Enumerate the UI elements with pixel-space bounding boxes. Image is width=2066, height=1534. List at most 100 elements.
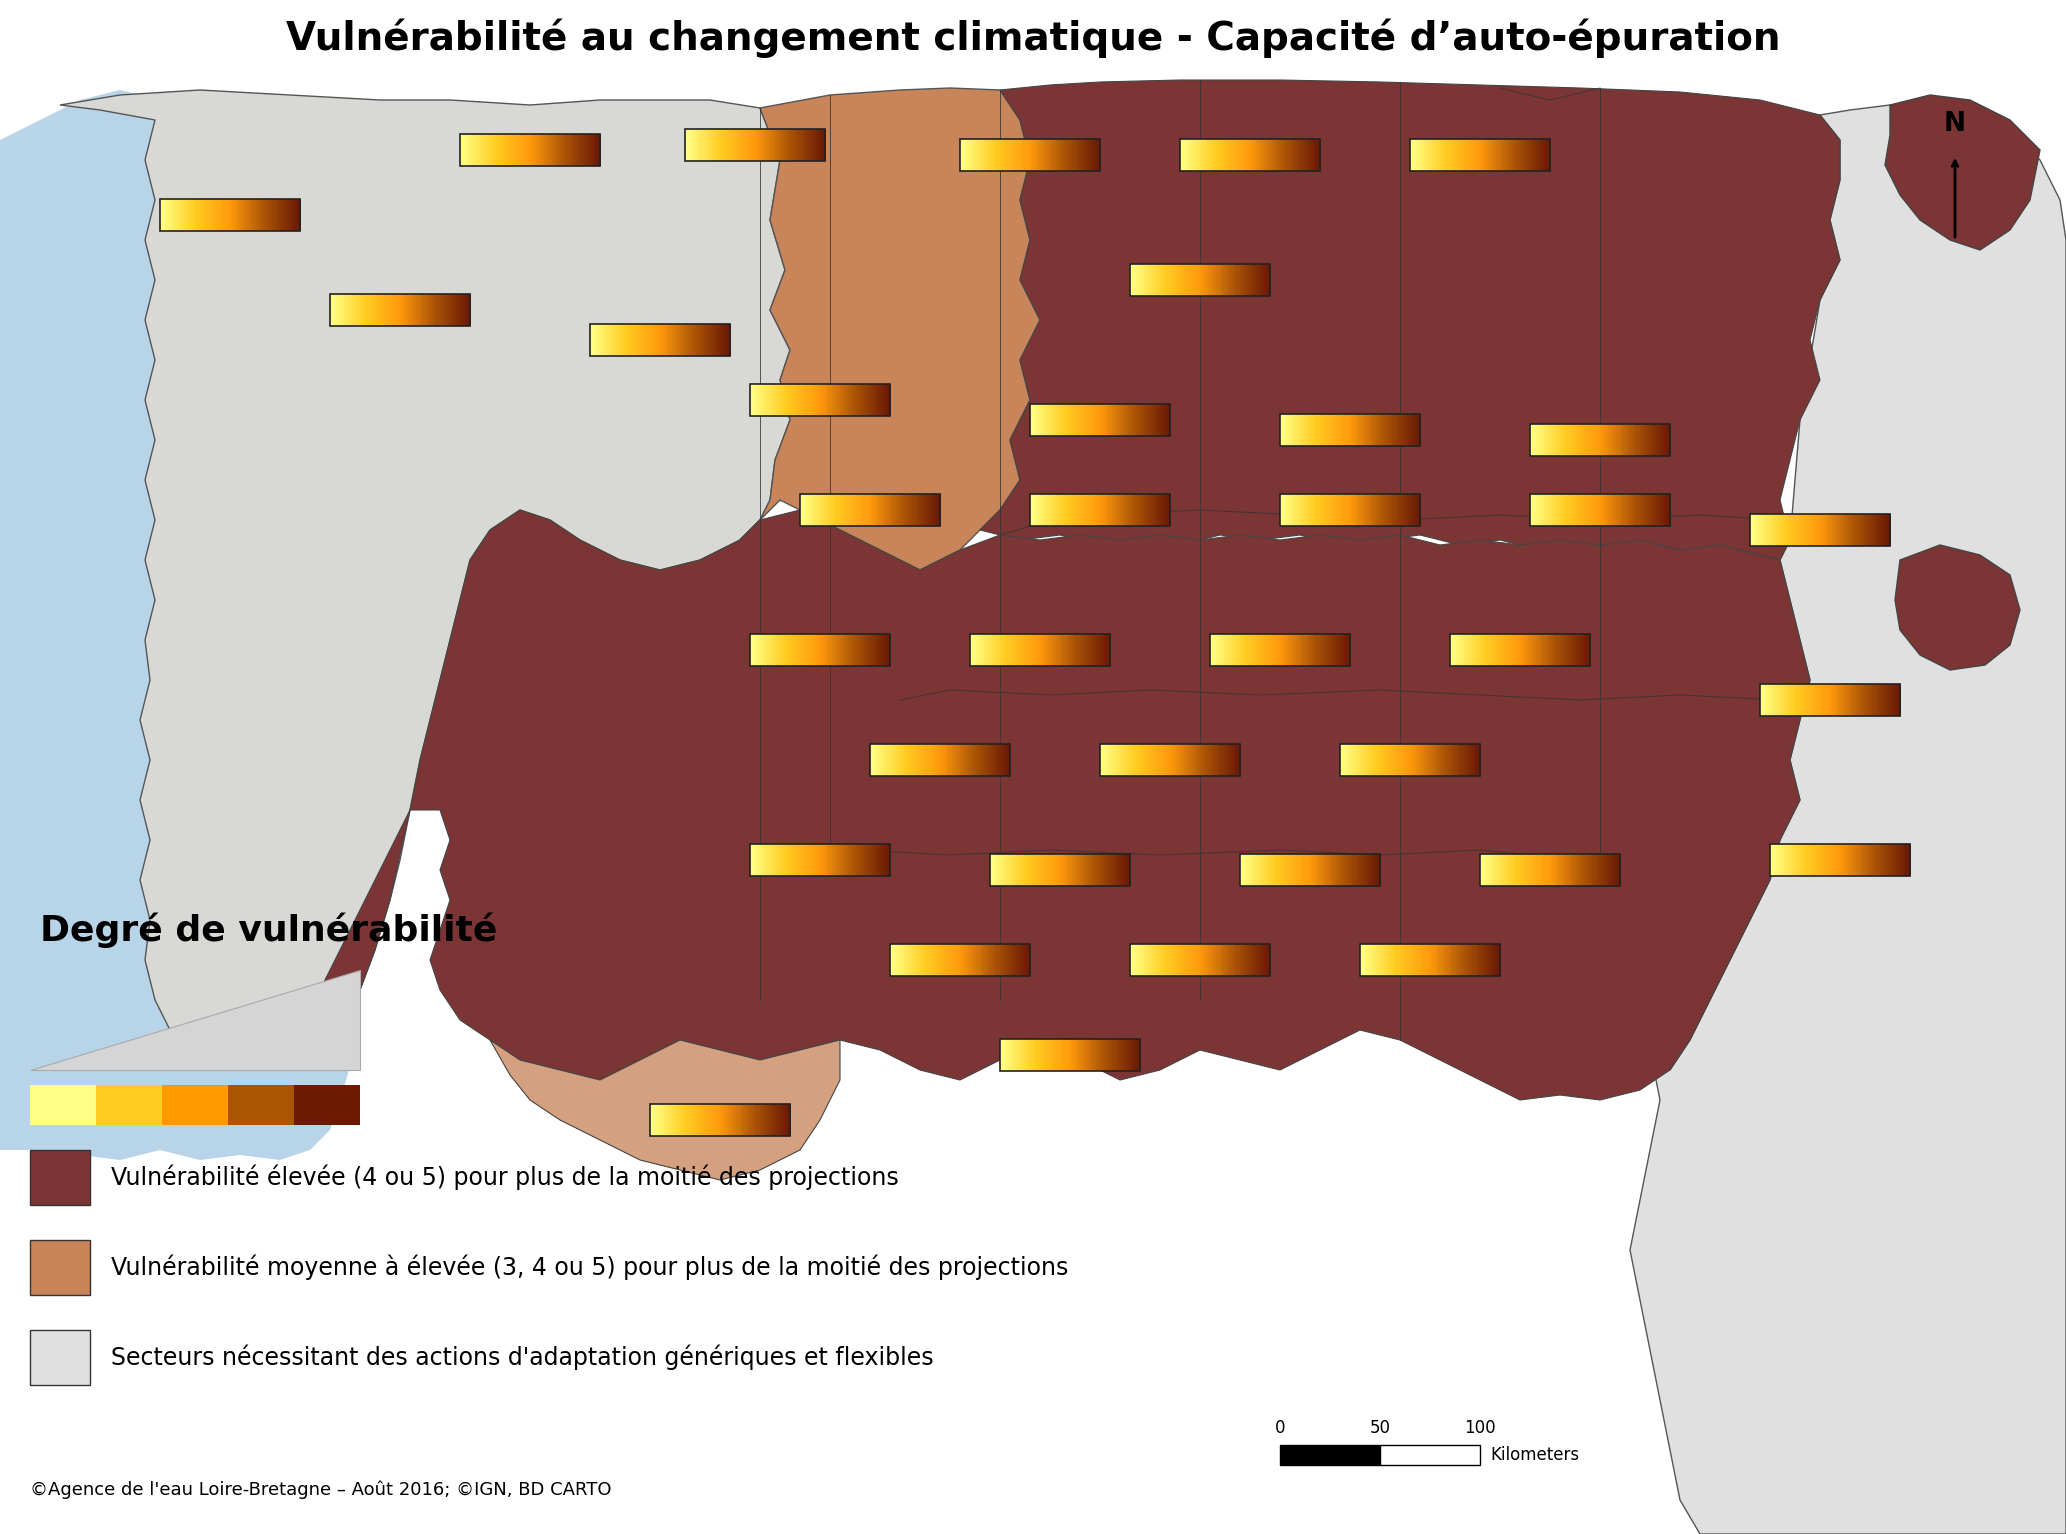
Bar: [1448, 943, 1452, 976]
Bar: [1029, 634, 1031, 666]
Bar: [1450, 634, 1452, 666]
Bar: [735, 129, 740, 161]
Bar: [1130, 264, 1271, 296]
Bar: [1145, 403, 1149, 436]
Bar: [1634, 423, 1638, 456]
Bar: [797, 384, 800, 416]
Bar: [1037, 140, 1041, 170]
Bar: [1432, 140, 1434, 170]
Bar: [1779, 514, 1781, 546]
Bar: [1583, 854, 1587, 887]
Bar: [814, 129, 816, 161]
Bar: [165, 199, 167, 232]
Bar: [397, 295, 401, 327]
Bar: [1810, 684, 1812, 716]
Bar: [1238, 634, 1242, 666]
Bar: [1161, 494, 1163, 526]
Bar: [1833, 844, 1837, 876]
Bar: [806, 129, 810, 161]
Bar: [1324, 854, 1326, 887]
Bar: [851, 844, 853, 876]
Bar: [1550, 423, 1552, 456]
Bar: [847, 634, 851, 666]
Bar: [1597, 423, 1601, 456]
Bar: [1771, 844, 1773, 876]
Bar: [1444, 140, 1448, 170]
Bar: [1054, 494, 1056, 526]
Bar: [1498, 140, 1502, 170]
Bar: [31, 1239, 91, 1295]
Bar: [1178, 943, 1180, 976]
Bar: [1114, 744, 1118, 776]
Bar: [1178, 264, 1180, 296]
Bar: [859, 384, 864, 416]
Bar: [1440, 943, 1442, 976]
Bar: [886, 634, 888, 666]
Bar: [804, 384, 808, 416]
Bar: [1037, 634, 1041, 666]
Bar: [965, 140, 969, 170]
Bar: [337, 295, 341, 327]
Bar: [1200, 943, 1202, 976]
Bar: [1820, 514, 1824, 546]
Bar: [1231, 634, 1233, 666]
Bar: [1878, 514, 1882, 546]
Bar: [1012, 854, 1016, 887]
Bar: [1136, 943, 1140, 976]
Bar: [1556, 634, 1558, 666]
Bar: [1033, 854, 1035, 887]
Bar: [983, 634, 988, 666]
Bar: [905, 744, 909, 776]
Bar: [1105, 1039, 1107, 1071]
Bar: [1485, 943, 1490, 976]
Bar: [1021, 943, 1025, 976]
Bar: [1085, 1039, 1087, 1071]
Bar: [1380, 414, 1384, 446]
Bar: [1010, 1039, 1012, 1071]
Bar: [31, 1150, 91, 1206]
Bar: [1167, 264, 1171, 296]
Bar: [1097, 1039, 1101, 1071]
Bar: [872, 494, 876, 526]
Bar: [859, 634, 864, 666]
Bar: [678, 1104, 682, 1137]
Bar: [1161, 264, 1163, 296]
Bar: [1475, 744, 1479, 776]
Bar: [490, 133, 494, 166]
Bar: [1283, 414, 1285, 446]
Bar: [1112, 854, 1116, 887]
Bar: [965, 943, 969, 976]
Bar: [1450, 943, 1454, 976]
Bar: [471, 133, 475, 166]
Bar: [1240, 854, 1244, 887]
Bar: [1512, 854, 1516, 887]
Bar: [1260, 854, 1264, 887]
Bar: [1132, 744, 1136, 776]
Bar: [1541, 140, 1543, 170]
Bar: [789, 844, 793, 876]
Bar: [847, 384, 851, 416]
Bar: [882, 744, 884, 776]
Bar: [1390, 414, 1392, 446]
Bar: [1225, 744, 1229, 776]
Bar: [1547, 854, 1552, 887]
Bar: [890, 744, 895, 776]
Bar: [779, 129, 781, 161]
Bar: [1820, 684, 1824, 716]
Bar: [886, 844, 888, 876]
Bar: [1779, 844, 1783, 876]
Bar: [1093, 634, 1097, 666]
Bar: [481, 133, 483, 166]
Bar: [176, 199, 180, 232]
Bar: [31, 1330, 91, 1385]
Bar: [1812, 684, 1814, 716]
Bar: [717, 1104, 721, 1137]
Bar: [1089, 494, 1091, 526]
Bar: [926, 744, 930, 776]
Bar: [1376, 744, 1378, 776]
Bar: [1002, 854, 1004, 887]
Bar: [1587, 423, 1589, 456]
Bar: [1062, 634, 1064, 666]
Bar: [1337, 494, 1339, 526]
Bar: [537, 133, 541, 166]
